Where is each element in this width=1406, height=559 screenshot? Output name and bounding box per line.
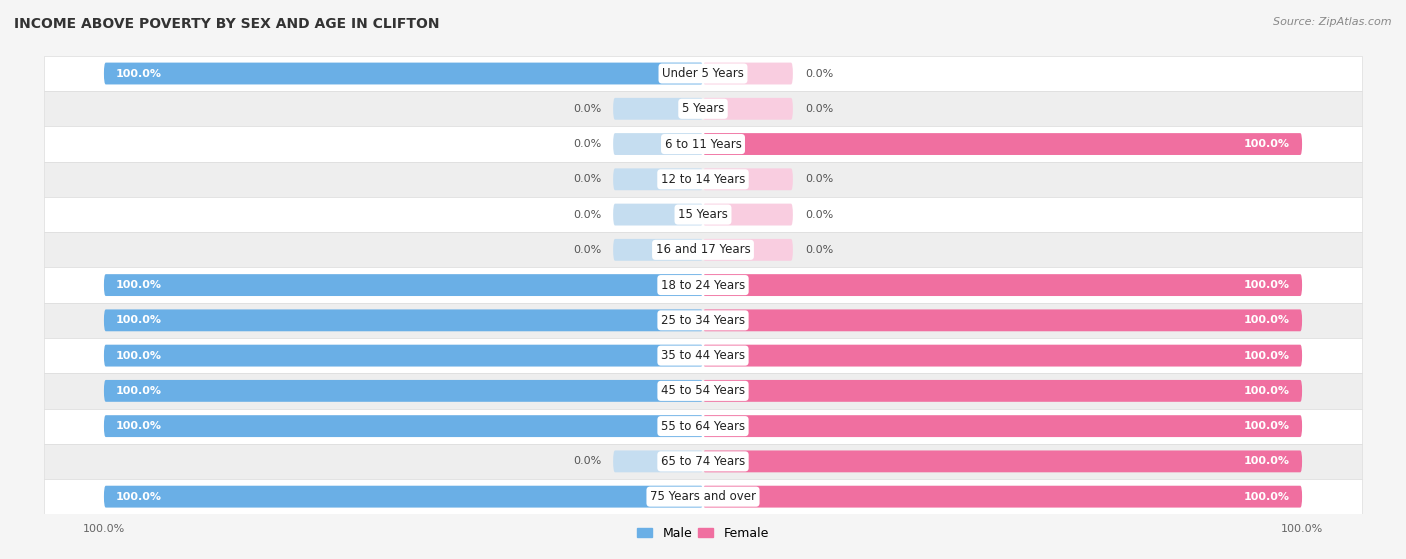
Text: 100.0%: 100.0% xyxy=(1244,492,1291,501)
FancyBboxPatch shape xyxy=(703,274,1302,296)
Text: 0.0%: 0.0% xyxy=(804,174,834,184)
FancyBboxPatch shape xyxy=(613,133,703,155)
Text: 0.0%: 0.0% xyxy=(804,210,834,220)
FancyBboxPatch shape xyxy=(104,345,703,367)
FancyBboxPatch shape xyxy=(703,310,1302,331)
Text: 100.0%: 100.0% xyxy=(115,350,162,361)
Text: 18 to 24 Years: 18 to 24 Years xyxy=(661,278,745,292)
FancyBboxPatch shape xyxy=(703,486,1302,508)
Text: 100.0%: 100.0% xyxy=(1244,139,1291,149)
FancyBboxPatch shape xyxy=(613,451,703,472)
FancyBboxPatch shape xyxy=(44,479,1362,514)
Text: Source: ZipAtlas.com: Source: ZipAtlas.com xyxy=(1274,17,1392,27)
FancyBboxPatch shape xyxy=(104,310,703,331)
Text: 100.0%: 100.0% xyxy=(115,492,162,501)
Text: 5 Years: 5 Years xyxy=(682,102,724,115)
Text: 0.0%: 0.0% xyxy=(804,69,834,78)
Text: 0.0%: 0.0% xyxy=(804,245,834,255)
FancyBboxPatch shape xyxy=(44,56,1362,91)
FancyBboxPatch shape xyxy=(44,303,1362,338)
Text: 100.0%: 100.0% xyxy=(1244,386,1291,396)
Text: 100.0%: 100.0% xyxy=(1244,315,1291,325)
FancyBboxPatch shape xyxy=(44,267,1362,303)
Text: 0.0%: 0.0% xyxy=(572,456,602,466)
FancyBboxPatch shape xyxy=(703,203,793,225)
Text: 0.0%: 0.0% xyxy=(572,104,602,114)
FancyBboxPatch shape xyxy=(703,415,1302,437)
Text: 6 to 11 Years: 6 to 11 Years xyxy=(665,138,741,150)
Text: 100.0%: 100.0% xyxy=(1244,456,1291,466)
FancyBboxPatch shape xyxy=(613,168,703,190)
FancyBboxPatch shape xyxy=(104,415,703,437)
FancyBboxPatch shape xyxy=(44,373,1362,409)
FancyBboxPatch shape xyxy=(703,380,1302,402)
FancyBboxPatch shape xyxy=(104,380,703,402)
Text: Under 5 Years: Under 5 Years xyxy=(662,67,744,80)
Text: 100.0%: 100.0% xyxy=(115,280,162,290)
Text: 45 to 54 Years: 45 to 54 Years xyxy=(661,385,745,397)
Text: 0.0%: 0.0% xyxy=(572,245,602,255)
FancyBboxPatch shape xyxy=(703,239,793,260)
FancyBboxPatch shape xyxy=(613,203,703,225)
FancyBboxPatch shape xyxy=(703,168,793,190)
Text: 75 Years and over: 75 Years and over xyxy=(650,490,756,503)
FancyBboxPatch shape xyxy=(104,63,703,84)
FancyBboxPatch shape xyxy=(104,486,703,508)
Text: 12 to 14 Years: 12 to 14 Years xyxy=(661,173,745,186)
FancyBboxPatch shape xyxy=(703,63,793,84)
FancyBboxPatch shape xyxy=(44,126,1362,162)
FancyBboxPatch shape xyxy=(703,133,1302,155)
FancyBboxPatch shape xyxy=(703,345,1302,367)
FancyBboxPatch shape xyxy=(703,451,1302,472)
FancyBboxPatch shape xyxy=(44,444,1362,479)
FancyBboxPatch shape xyxy=(613,239,703,260)
FancyBboxPatch shape xyxy=(44,232,1362,267)
Legend: Male, Female: Male, Female xyxy=(633,522,773,544)
Text: INCOME ABOVE POVERTY BY SEX AND AGE IN CLIFTON: INCOME ABOVE POVERTY BY SEX AND AGE IN C… xyxy=(14,17,440,31)
FancyBboxPatch shape xyxy=(44,338,1362,373)
Text: 16 and 17 Years: 16 and 17 Years xyxy=(655,243,751,257)
Text: 25 to 34 Years: 25 to 34 Years xyxy=(661,314,745,327)
Text: 65 to 74 Years: 65 to 74 Years xyxy=(661,455,745,468)
Text: 0.0%: 0.0% xyxy=(572,139,602,149)
Text: 100.0%: 100.0% xyxy=(115,421,162,431)
FancyBboxPatch shape xyxy=(104,274,703,296)
Text: 100.0%: 100.0% xyxy=(115,386,162,396)
Text: 100.0%: 100.0% xyxy=(1244,421,1291,431)
Text: 15 Years: 15 Years xyxy=(678,208,728,221)
FancyBboxPatch shape xyxy=(703,98,793,120)
FancyBboxPatch shape xyxy=(44,162,1362,197)
FancyBboxPatch shape xyxy=(44,197,1362,232)
FancyBboxPatch shape xyxy=(613,98,703,120)
FancyBboxPatch shape xyxy=(44,409,1362,444)
Text: 100.0%: 100.0% xyxy=(115,315,162,325)
Text: 100.0%: 100.0% xyxy=(115,69,162,78)
Text: 35 to 44 Years: 35 to 44 Years xyxy=(661,349,745,362)
Text: 100.0%: 100.0% xyxy=(1244,280,1291,290)
Text: 55 to 64 Years: 55 to 64 Years xyxy=(661,420,745,433)
Text: 0.0%: 0.0% xyxy=(572,210,602,220)
Text: 0.0%: 0.0% xyxy=(572,174,602,184)
FancyBboxPatch shape xyxy=(44,91,1362,126)
Text: 0.0%: 0.0% xyxy=(804,104,834,114)
Text: 100.0%: 100.0% xyxy=(1244,350,1291,361)
